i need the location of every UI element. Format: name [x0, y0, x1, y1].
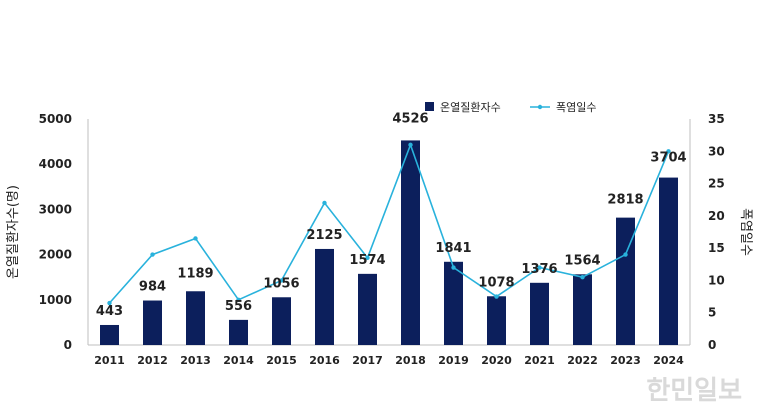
x-tick-label: 2021: [524, 354, 555, 367]
bar: [186, 291, 205, 345]
bar: [100, 324, 119, 345]
line-point: [279, 278, 284, 283]
line-point: [107, 300, 112, 306]
y-left-tick-label: 3000: [39, 202, 72, 216]
y-axis-left-title: 온열질환자수(명): [6, 185, 21, 279]
x-tick-label: 2024: [653, 354, 684, 367]
line-point: [537, 265, 542, 270]
bar: [272, 297, 291, 345]
x-tick-label: 2012: [137, 354, 168, 367]
y-right-tick-label: 10: [708, 273, 725, 287]
x-tick-label: 2019: [438, 354, 469, 367]
bar: [659, 177, 678, 345]
line-point: [451, 265, 456, 270]
data-labels: 443 984 1189 556 1056 2125 1574 4526 1841 1078 137…: [96, 111, 687, 319]
line-point: [666, 149, 671, 154]
data-label: 4526: [392, 111, 428, 126]
data-label: 1841: [435, 241, 471, 256]
data-label: 1056: [263, 276, 299, 291]
y-left-tick-label: 2000: [39, 248, 72, 262]
bar-series: [100, 140, 678, 345]
legend-bar-label: 온열질환자수: [440, 101, 501, 114]
line-point: [580, 275, 585, 280]
bar: [401, 140, 420, 345]
bar: [358, 273, 377, 345]
x-tick-label: 2017: [352, 354, 383, 367]
data-label: 1376: [521, 262, 557, 277]
y-axis-right-title: 폭염일수: [738, 208, 753, 256]
x-tick-label: 2018: [395, 354, 426, 367]
data-label: 984: [139, 280, 166, 295]
line-point: [494, 294, 499, 299]
y-right-tick-label: 35: [708, 112, 725, 126]
x-tick-label: 2020: [481, 354, 512, 367]
legend: 온열질환자수 폭염일수: [425, 100, 596, 114]
bar: [444, 261, 463, 345]
x-tick-label: 2015: [266, 354, 297, 367]
bar: [530, 282, 549, 345]
line-point: [150, 252, 155, 257]
legend-line-label: 폭염일수: [556, 100, 596, 114]
x-tick-label: 2011: [94, 354, 125, 367]
line-point: [365, 255, 370, 261]
data-label: 2818: [607, 193, 643, 208]
line-path: [108, 142, 670, 304]
line-point: [623, 252, 628, 257]
data-label: 556: [225, 299, 252, 314]
bar: [315, 248, 334, 345]
watermark-logo: 한민일보: [646, 376, 742, 406]
line-point: [236, 297, 241, 302]
data-label: 2125: [306, 228, 342, 243]
x-tick-label: 2016: [309, 354, 340, 367]
y-right-tick-label: 25: [708, 177, 725, 191]
y-right-tick-label: 20: [708, 209, 725, 223]
data-label: 1189: [177, 266, 213, 281]
bar: [143, 300, 162, 345]
line-series: [107, 142, 671, 306]
data-label: 1564: [564, 253, 600, 268]
bar: [573, 274, 592, 345]
data-label: 3704: [650, 151, 686, 166]
data-label: 1078: [478, 275, 514, 290]
x-tick-label: 2013: [180, 354, 211, 367]
bar: [487, 296, 506, 345]
x-tick-label: 2022: [567, 354, 598, 367]
bar: [229, 319, 248, 345]
legend-bar-swatch: [425, 102, 434, 111]
data-label: 1574: [349, 253, 385, 268]
y-right-tick-label: 30: [708, 144, 725, 158]
y-right-tick-label: 5: [708, 306, 716, 320]
legend-line-marker: [537, 104, 543, 110]
x-tick-label: 2023: [610, 354, 641, 367]
bar: [616, 217, 635, 345]
y-left-tick-label: 4000: [39, 157, 72, 171]
line-point: [193, 236, 198, 241]
y-right-tick-label: 0: [708, 338, 716, 352]
y-left-tick-label: 0: [64, 338, 72, 352]
line-point: [322, 200, 327, 206]
y-left-tick-label: 1000: [39, 293, 72, 307]
axes: 0 1000 2000 3000 4000 5000 0 5 10 15 20 25 30 35 2011 2…: [39, 112, 725, 367]
line-point: [408, 142, 413, 148]
y-left-tick-label: 5000: [39, 112, 72, 126]
data-label: 443: [96, 304, 123, 319]
x-tick-label: 2014: [223, 354, 254, 367]
y-right-tick-label: 15: [708, 241, 725, 255]
